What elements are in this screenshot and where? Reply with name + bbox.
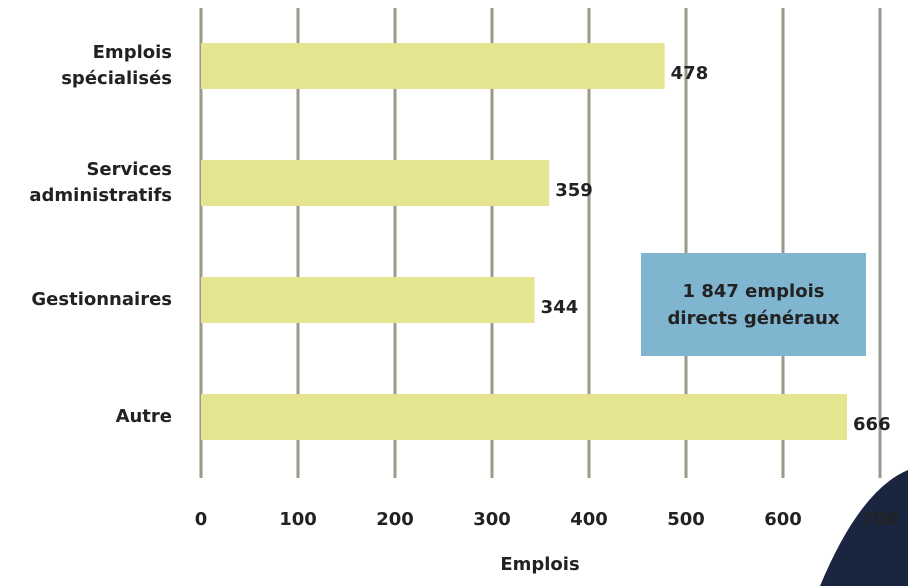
annotation: 1 847 emplois directs généraux — [641, 253, 866, 356]
x-tick-label: 100 — [279, 509, 317, 530]
y-tick-label: Gestionnaires — [31, 289, 172, 310]
decoration — [820, 470, 908, 586]
bar — [201, 160, 550, 206]
x-tick-label: 500 — [667, 509, 705, 530]
bar — [201, 394, 848, 440]
data-label: 344 — [541, 297, 579, 318]
x-tick-label: 600 — [764, 509, 802, 530]
x-tick-label: 200 — [376, 509, 414, 530]
y-tick-label: Services administratifs — [29, 159, 172, 206]
y-tick-label: Emplois spécialisés — [61, 42, 172, 89]
x-tick-label: 700 — [861, 509, 899, 530]
bar — [201, 277, 535, 323]
y-tick-label: Autre — [115, 406, 172, 427]
x-tick-label: 400 — [570, 509, 608, 530]
x-axis-label: Emplois — [500, 554, 579, 575]
data-label: 666 — [853, 414, 891, 435]
x-tick-label: 300 — [473, 509, 511, 530]
data-label: 478 — [671, 63, 709, 84]
x-tick-label: 0 — [195, 509, 208, 530]
bar — [201, 43, 665, 89]
data-label: 359 — [555, 180, 593, 201]
